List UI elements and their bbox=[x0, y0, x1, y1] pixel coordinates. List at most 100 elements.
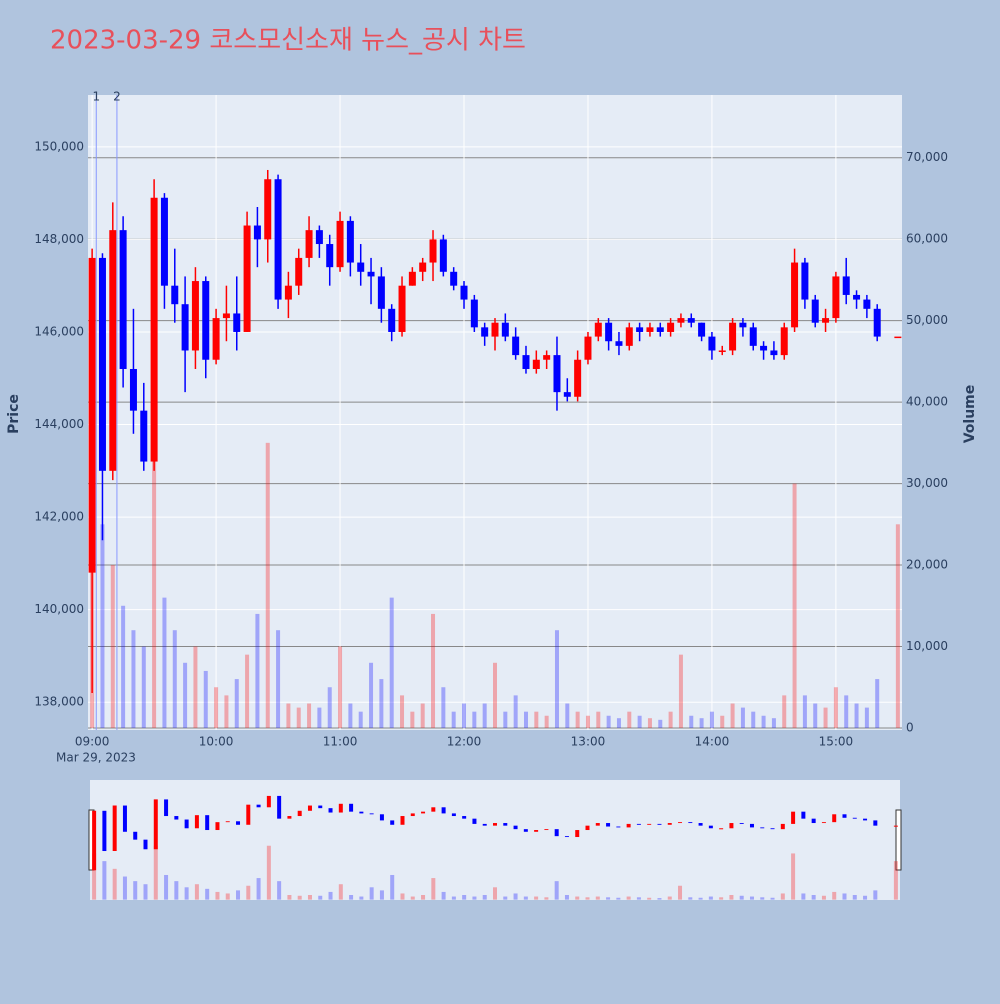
volume-bar bbox=[338, 646, 343, 728]
candle-body bbox=[284, 285, 292, 300]
mini-volume-bar bbox=[832, 891, 837, 900]
candle-body bbox=[801, 262, 809, 300]
volume-bar bbox=[844, 695, 849, 728]
mini-volume-bar bbox=[194, 884, 199, 900]
mini-volume-bar bbox=[503, 896, 508, 900]
volume-bar bbox=[224, 695, 229, 728]
mini-volume-bar bbox=[379, 890, 384, 900]
annotation-label: 1 bbox=[92, 90, 100, 104]
volume-bar bbox=[265, 442, 270, 728]
volume-bar bbox=[565, 703, 570, 728]
volume-bar bbox=[358, 711, 363, 728]
y2-tick-label: 10,000 bbox=[906, 639, 948, 653]
volume-bar bbox=[503, 711, 508, 728]
volume-bar bbox=[596, 711, 601, 728]
mini-volume-bar bbox=[626, 896, 631, 900]
volume-bar bbox=[823, 707, 828, 728]
volume-bar bbox=[451, 711, 456, 728]
volume-bar bbox=[709, 711, 714, 728]
y2-tick-label: 30,000 bbox=[906, 476, 948, 490]
annotation-label: 2 bbox=[113, 90, 121, 104]
candle-body bbox=[439, 239, 447, 272]
y-tick-label: 142,000 bbox=[34, 510, 84, 524]
candle-body bbox=[594, 322, 602, 337]
x-tick-label: 11:00 bbox=[323, 735, 358, 749]
mini-volume-bar bbox=[297, 895, 302, 900]
mini-volume-bar bbox=[307, 894, 312, 900]
mini-volume-bar bbox=[729, 894, 734, 900]
mini-volume-bar bbox=[164, 874, 169, 900]
volume-bar bbox=[348, 703, 353, 728]
range-slider[interactable] bbox=[90, 780, 900, 900]
candle-body bbox=[863, 299, 871, 309]
mini-volume-bar bbox=[678, 885, 683, 900]
mini-volume-bar bbox=[534, 896, 539, 900]
mini-volume-bar bbox=[523, 896, 528, 900]
candle-body bbox=[532, 359, 540, 369]
x-tick-label: 13:00 bbox=[571, 735, 606, 749]
y2-axis-title: Volume bbox=[962, 385, 978, 444]
candle-body bbox=[729, 322, 737, 351]
volume-bar bbox=[214, 687, 219, 728]
mini-volume-bar bbox=[749, 896, 754, 900]
mini-volume-bar bbox=[359, 896, 364, 900]
mini-volume-bar bbox=[647, 897, 652, 900]
volume-bar bbox=[637, 715, 642, 728]
mini-volume-bar bbox=[606, 897, 611, 900]
candle-body bbox=[450, 271, 458, 286]
candle-body bbox=[667, 322, 675, 332]
candle-body bbox=[243, 225, 251, 332]
mini-volume-bar bbox=[246, 885, 251, 900]
candle-body bbox=[88, 257, 96, 573]
candle-body bbox=[346, 220, 354, 263]
mini-volume-bar bbox=[349, 894, 354, 900]
candle-body bbox=[873, 308, 881, 337]
mini-volume-bar bbox=[472, 896, 477, 900]
mini-volume-bar bbox=[719, 897, 724, 900]
mini-volume-bar bbox=[595, 896, 600, 900]
x-tick-label: 12:00 bbox=[447, 735, 482, 749]
candle-body bbox=[636, 327, 644, 332]
volume-bar bbox=[234, 679, 239, 728]
candle-body bbox=[656, 327, 664, 332]
x-tick-label: 09:00 bbox=[75, 735, 110, 749]
volume-bar bbox=[751, 711, 756, 728]
volume-bar bbox=[420, 703, 425, 728]
volume-bar bbox=[482, 703, 487, 728]
candle-body bbox=[98, 257, 106, 471]
candle-body bbox=[150, 197, 158, 462]
volume-bar bbox=[606, 715, 611, 728]
mini-volume-bar bbox=[143, 884, 148, 900]
candle-body bbox=[408, 271, 416, 286]
mini-volume-bar bbox=[852, 894, 857, 900]
mini-volume-bar bbox=[873, 890, 878, 900]
candle-body bbox=[739, 322, 747, 328]
x-tick-label: 15:00 bbox=[819, 735, 854, 749]
mini-volume-bar bbox=[318, 895, 323, 900]
mini-volume-bar bbox=[287, 894, 292, 900]
candle-body bbox=[398, 285, 406, 332]
volume-bar bbox=[327, 687, 332, 728]
candle-body bbox=[326, 244, 334, 268]
volume-bar bbox=[523, 711, 528, 728]
volume-bar bbox=[131, 630, 136, 728]
volume-bar bbox=[203, 670, 208, 728]
mini-volume-bar bbox=[174, 881, 179, 900]
mini-volume-bar bbox=[153, 845, 158, 900]
mini-volume-bar bbox=[585, 897, 590, 900]
volume-bar bbox=[296, 707, 301, 728]
candle-body bbox=[832, 276, 840, 319]
candle-body bbox=[481, 327, 489, 337]
volume-bar bbox=[317, 707, 322, 728]
mini-volume-bar bbox=[636, 897, 641, 900]
candle-body bbox=[191, 281, 199, 351]
volume-bar bbox=[110, 565, 115, 728]
x-sublabel: Mar 29, 2023 bbox=[56, 751, 136, 765]
volume-bar bbox=[172, 630, 177, 728]
volume-bar bbox=[431, 613, 436, 728]
candle-body bbox=[109, 230, 117, 471]
mini-volume-bar bbox=[544, 897, 549, 900]
slider-handle[interactable] bbox=[895, 809, 902, 871]
volume-bar bbox=[730, 703, 735, 728]
mini-volume-bar bbox=[215, 891, 220, 900]
